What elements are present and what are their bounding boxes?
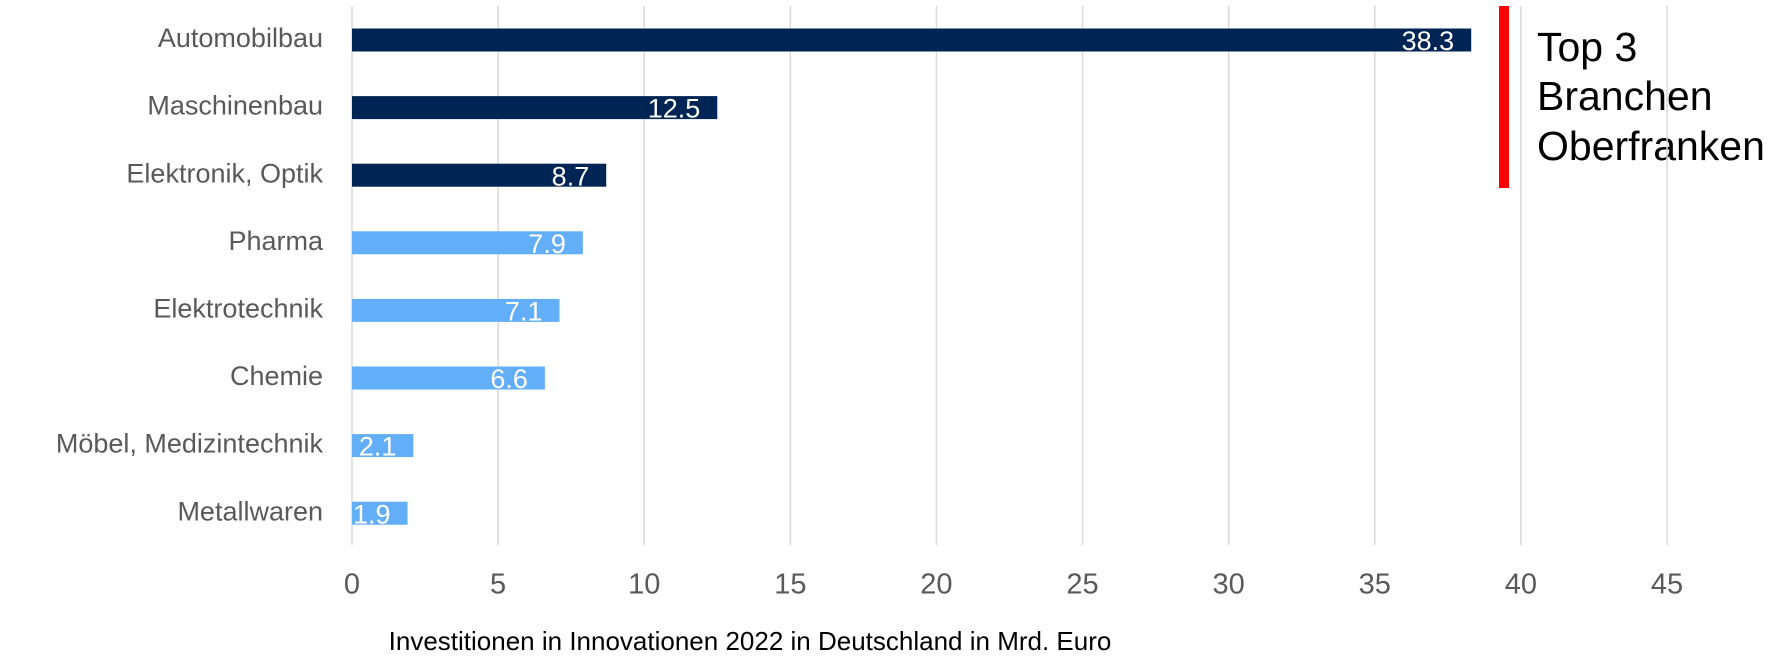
x-tick-label: 40 (1505, 569, 1537, 601)
annotation-line: Oberfranken (1537, 123, 1765, 169)
x-tick-label: 25 (1066, 569, 1098, 601)
bar (352, 28, 1472, 52)
y-tick-label: Möbel, Medizintechnik (56, 429, 324, 459)
bar (352, 163, 607, 187)
data-label: 8.7 (552, 161, 590, 191)
y-tick-label: Automobilbau (158, 23, 323, 53)
annotation-line: Branchen (1537, 73, 1713, 119)
bar (352, 96, 718, 120)
x-tick-label: 15 (774, 569, 806, 601)
x-tick-label: 45 (1651, 569, 1683, 601)
y-tick-label: Metallwaren (177, 496, 323, 526)
x-tick-label: 35 (1359, 569, 1391, 601)
x-tick-label: 20 (920, 569, 952, 601)
x-tick-label: 30 (1213, 569, 1245, 601)
y-tick-label: Maschinenbau (147, 91, 323, 121)
x-tick-label: 10 (628, 569, 660, 601)
annotation-bar (1499, 6, 1509, 188)
data-label: 7.1 (505, 297, 543, 327)
data-label: 7.9 (528, 229, 566, 259)
bar (352, 366, 545, 390)
y-tick-label: Elektrotechnik (153, 294, 323, 324)
annotation-line: Top 3 (1537, 24, 1637, 70)
y-tick-label: Chemie (230, 361, 323, 391)
data-label: 1.9 (353, 499, 391, 529)
x-axis-label: Investitionen in Innovationen 2022 in De… (389, 626, 1112, 656)
y-tick-label: Pharma (228, 226, 324, 256)
data-label: 12.5 (648, 94, 701, 124)
bar (352, 434, 414, 458)
data-label: 38.3 (1402, 26, 1455, 56)
y-tick-label: Elektronik, Optik (126, 158, 323, 188)
bar (352, 501, 408, 525)
x-tick-label: 5 (490, 569, 506, 601)
data-label: 2.1 (359, 432, 397, 462)
data-label: 6.6 (490, 364, 528, 394)
bar (352, 298, 560, 322)
bar (352, 231, 583, 255)
x-tick-label: 0 (344, 569, 360, 601)
